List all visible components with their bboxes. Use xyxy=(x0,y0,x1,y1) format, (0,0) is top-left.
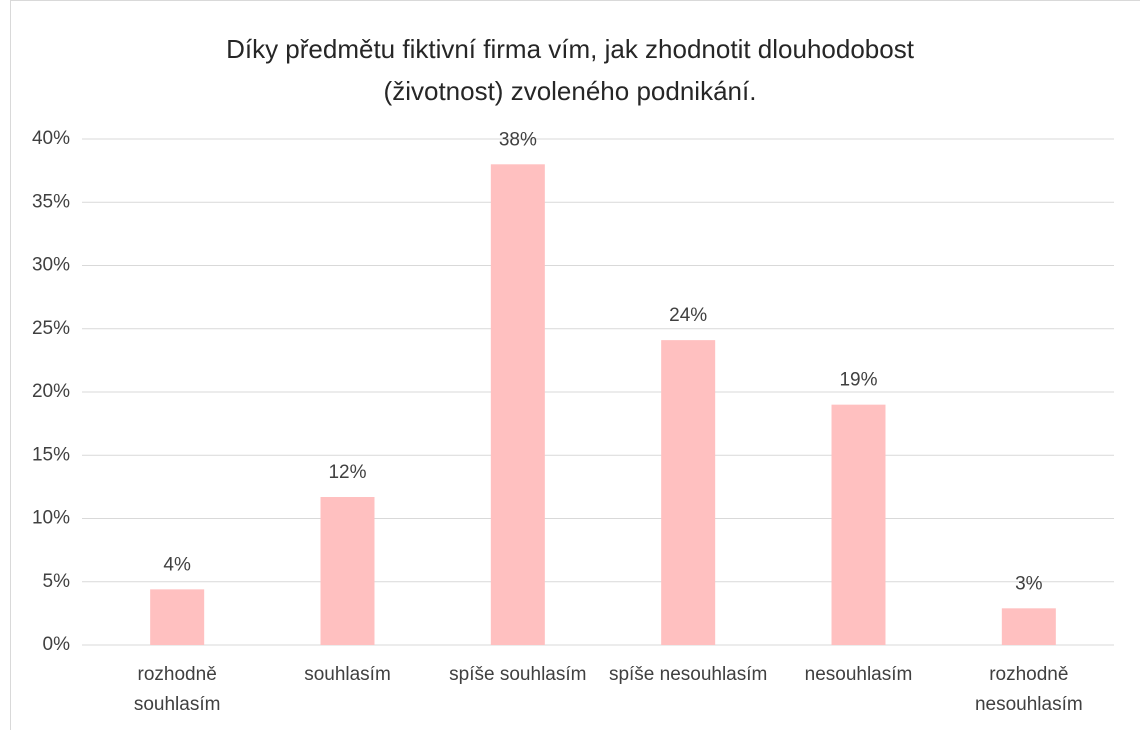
value-label: 4% xyxy=(163,554,191,575)
frame xyxy=(10,0,1140,730)
bar xyxy=(661,340,716,645)
value-label: 24% xyxy=(669,305,707,326)
bar xyxy=(490,164,545,646)
x-tick-label: spíše souhlasím xyxy=(449,664,587,685)
bar xyxy=(150,589,205,645)
y-tick-label: 5% xyxy=(43,571,71,592)
value-label: 3% xyxy=(1015,573,1043,594)
y-tick-label: 40% xyxy=(32,128,70,149)
x-tick-label: nesouhlasím xyxy=(804,664,913,685)
chart-title: Díky předmětu fiktivní firma vím, jak zh… xyxy=(226,34,914,106)
y-tick-label: 10% xyxy=(32,508,70,529)
x-tick-label: souhlasím xyxy=(304,664,391,685)
y-tick-label: 35% xyxy=(32,191,70,212)
x-tick-label: rozhodně souhlasím xyxy=(133,664,221,715)
y-tick-label: 30% xyxy=(32,255,70,276)
y-tick-label: 25% xyxy=(32,318,70,339)
value-label: 12% xyxy=(328,462,366,483)
bar xyxy=(320,496,375,645)
y-tick-label: 15% xyxy=(32,444,70,465)
y-tick-label: 20% xyxy=(32,381,70,402)
x-tick-label: rozhodně nesouhlasím xyxy=(974,664,1083,715)
bar xyxy=(1001,608,1056,645)
y-tick-label: 0% xyxy=(43,634,71,655)
x-tick-label: spíše nesouhlasím xyxy=(608,664,768,685)
bar xyxy=(831,404,886,645)
value-label: 38% xyxy=(499,129,537,150)
value-label: 19% xyxy=(839,370,877,391)
